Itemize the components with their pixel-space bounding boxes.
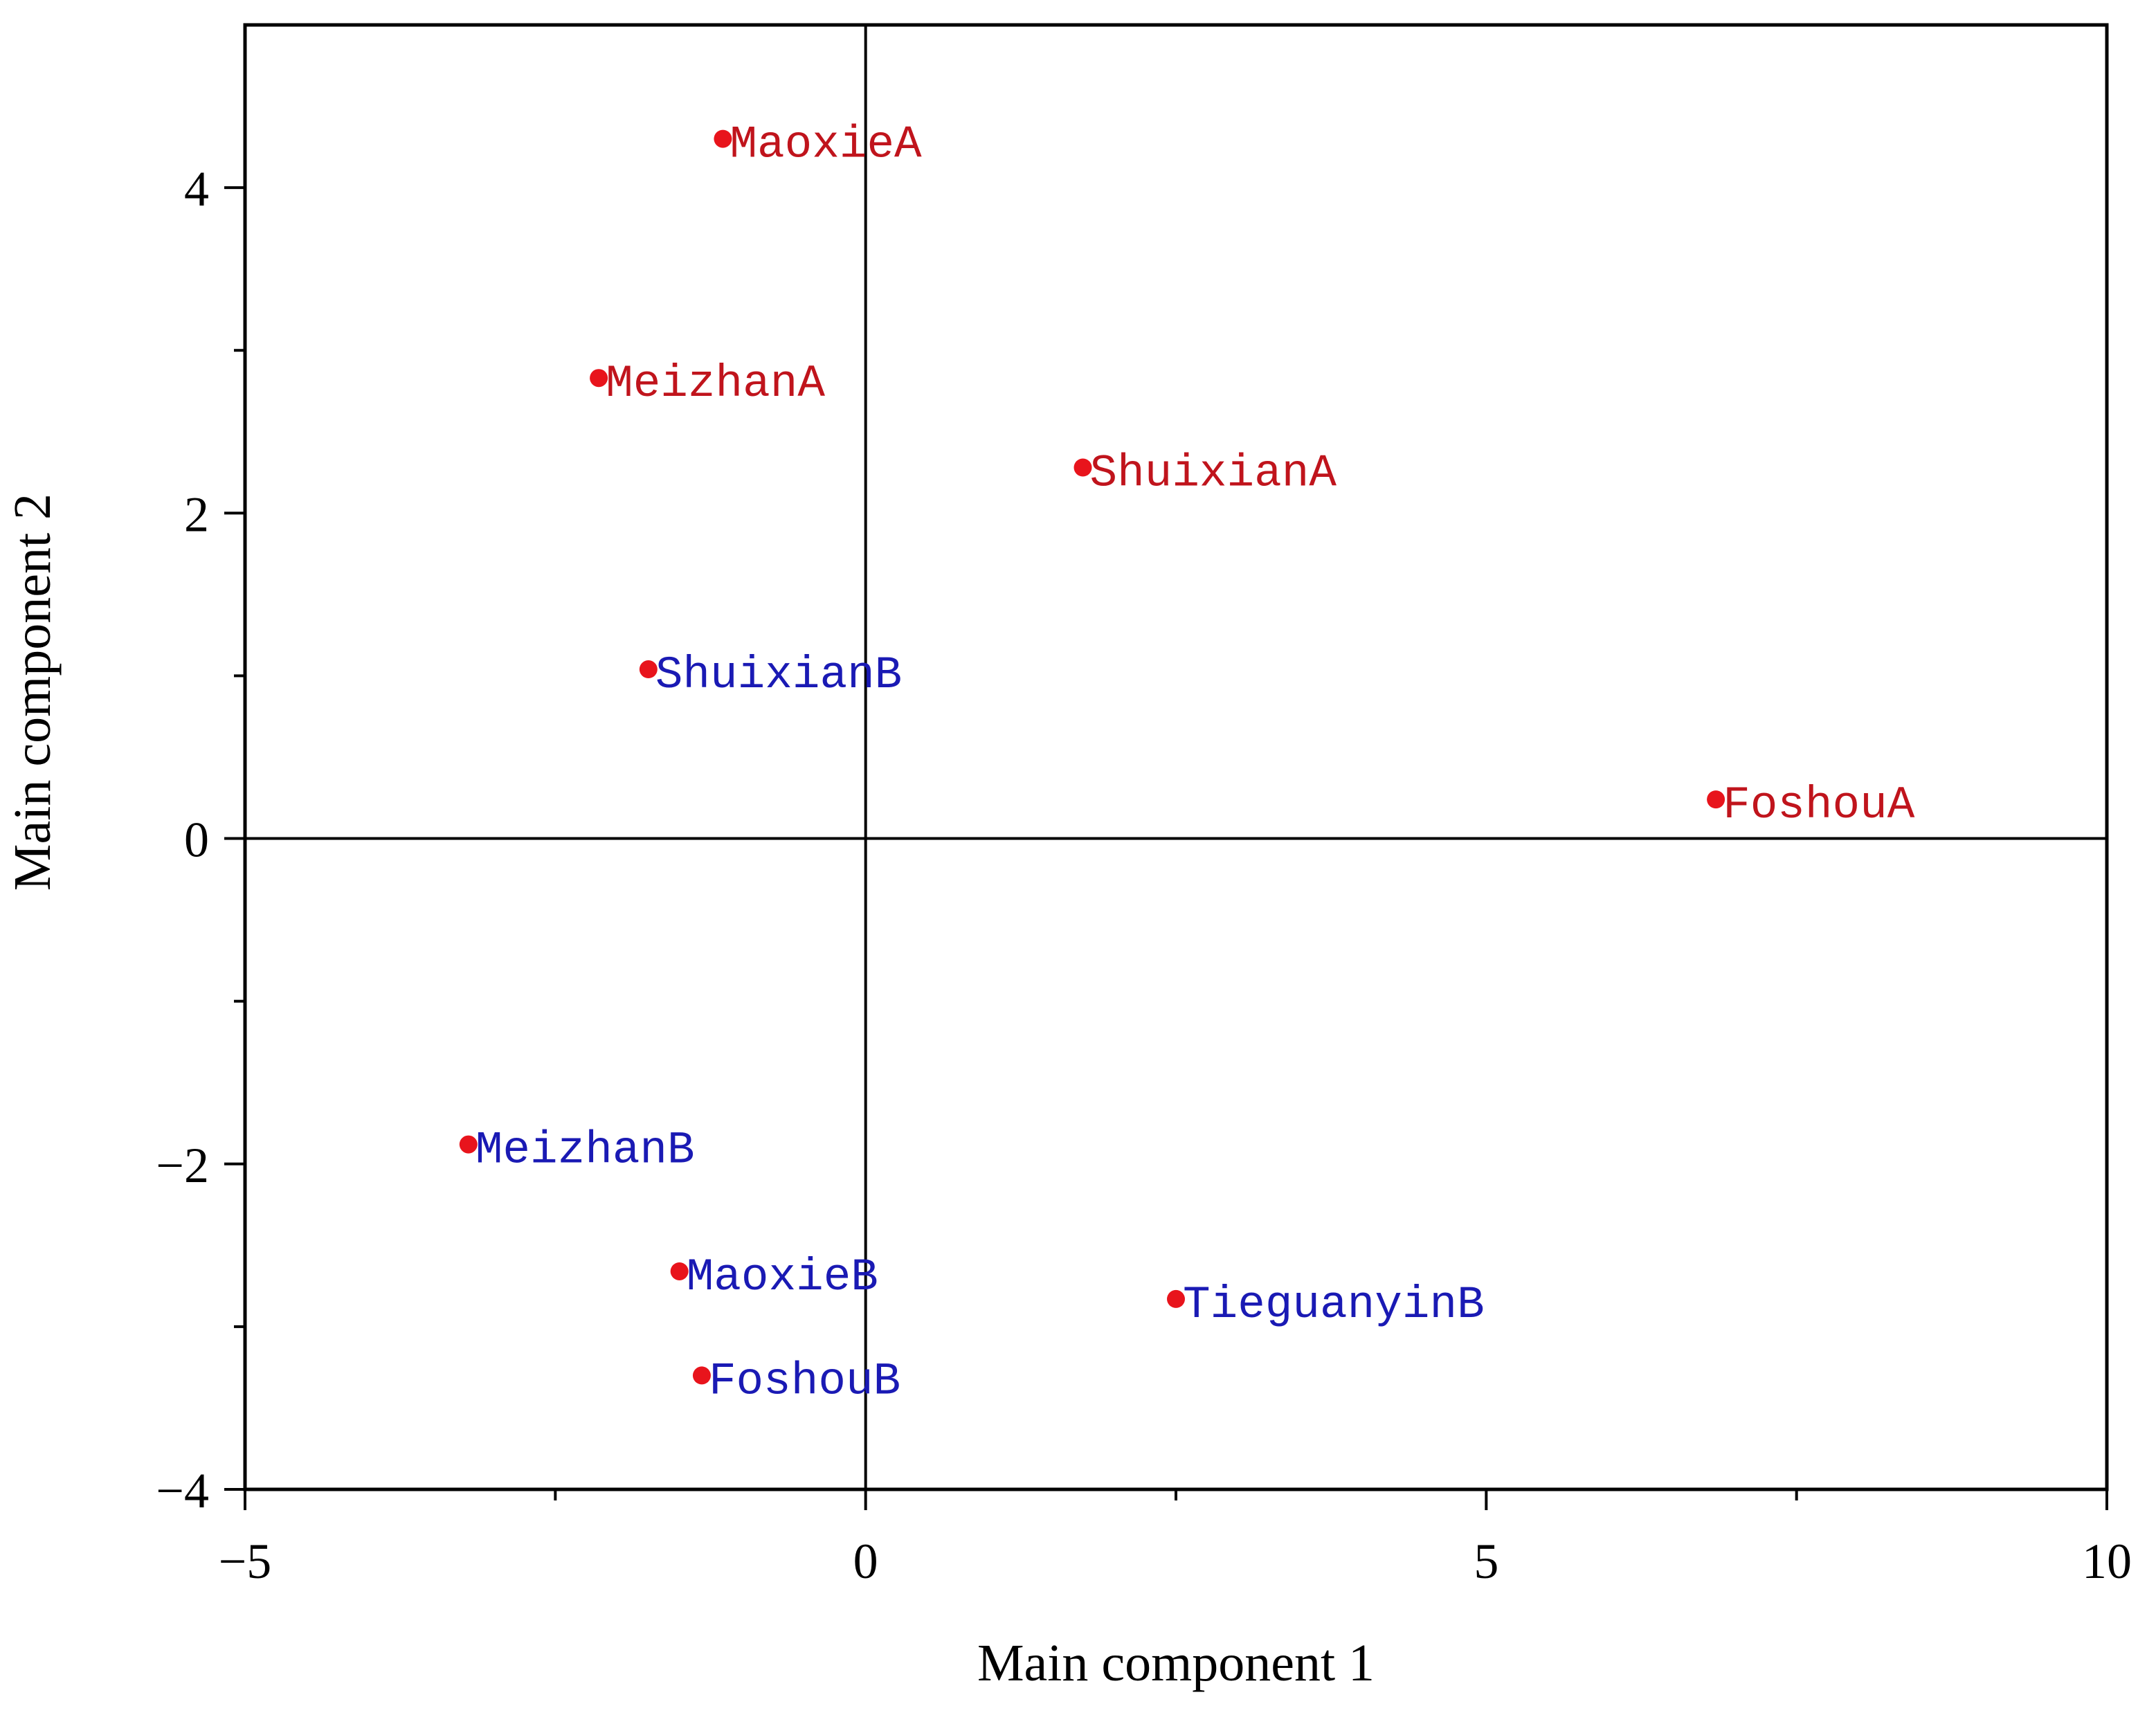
- data-point: [1167, 1289, 1185, 1308]
- data-point: [459, 1135, 478, 1154]
- data-point-label: FoshouB: [709, 1355, 900, 1407]
- data-point-label: TieguanyinB: [1183, 1279, 1485, 1331]
- data-point: [714, 129, 732, 148]
- y-tick-label: −2: [156, 1138, 209, 1193]
- y-axis-title: Main component 2: [3, 493, 62, 891]
- x-axis-title: Main component 1: [977, 1634, 1375, 1692]
- data-point-label: FoshouA: [1723, 779, 1915, 831]
- y-tick-label: 2: [184, 487, 209, 542]
- data-point-label: ShuixianB: [655, 649, 902, 701]
- data-point: [590, 369, 608, 388]
- y-tick-label: 0: [184, 813, 209, 868]
- data-point: [639, 660, 658, 679]
- x-tick-label: 5: [1474, 1534, 1498, 1589]
- data-point-label: MeizhanA: [606, 358, 825, 410]
- x-tick-label: 10: [2082, 1534, 2132, 1589]
- x-tick-label: −5: [219, 1534, 272, 1589]
- data-points: MaoxieA MeizhanA ShuixianA ShuixianB FoshouA…: [459, 119, 1915, 1407]
- data-point: [1707, 790, 1725, 809]
- data-point: [670, 1262, 689, 1280]
- data-point-label: MeizhanB: [475, 1125, 695, 1177]
- data-point-label: MaoxieB: [687, 1251, 878, 1303]
- axis-ticks: −5 0 5 10 −4 −2 0 2 4: [156, 161, 2132, 1589]
- y-tick-label: 4: [184, 161, 209, 217]
- y-tick-label: −4: [156, 1463, 209, 1518]
- data-point-label: MaoxieA: [730, 119, 922, 171]
- data-point: [692, 1366, 711, 1385]
- data-point: [1074, 458, 1092, 477]
- plot-frame: [243, 23, 2109, 1491]
- data-point-label: ShuixianA: [1090, 448, 1337, 500]
- x-tick-label: 0: [853, 1534, 878, 1589]
